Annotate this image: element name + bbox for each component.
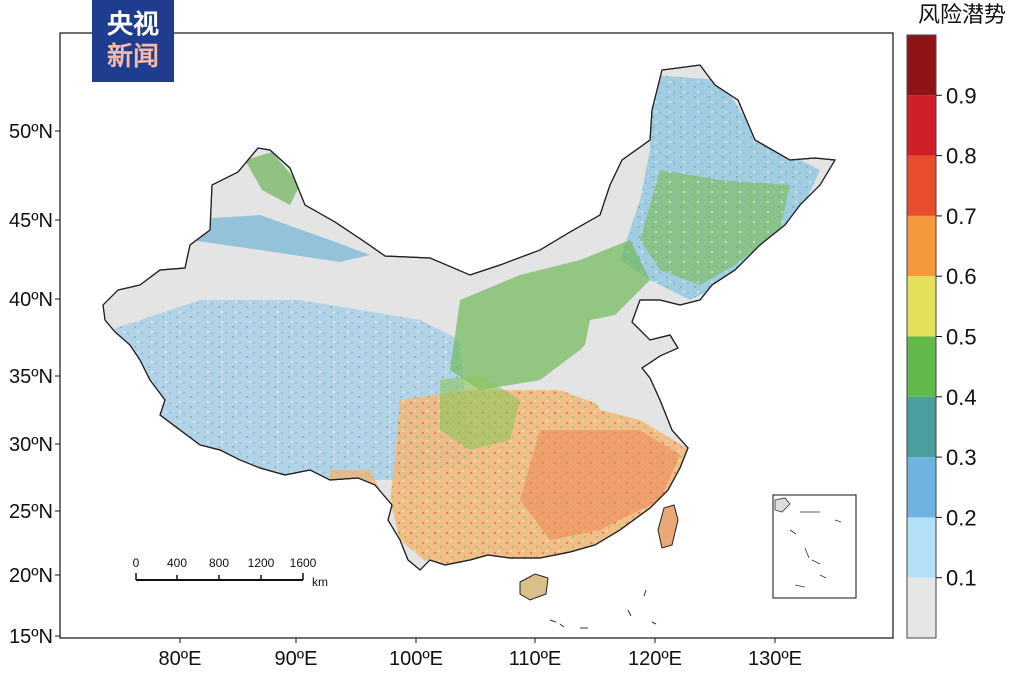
risk-zone-loess-green <box>450 240 650 390</box>
legend-swatch <box>907 95 936 156</box>
lat-label-40: 40ºN <box>9 289 53 311</box>
latitude-axis: 50ºN 45ºN 40ºN 35ºN 30ºN 25ºN 20ºN 15ºN <box>9 121 60 648</box>
legend-swatch <box>907 577 936 638</box>
cctv-news-logo: 央视 新闻 <box>92 0 174 82</box>
lat-label-25: 25ºN <box>9 501 53 523</box>
risk-zone-northeast-texture <box>620 75 820 300</box>
scale-unit: km <box>312 575 328 589</box>
scale-tick-1600: 1600 <box>290 556 317 570</box>
risk-zone-central-green <box>440 375 520 450</box>
scale-bar: 0 400 800 1200 1600 km <box>133 556 328 589</box>
lon-label-80: 80ºE <box>159 648 202 670</box>
south-sea-islands <box>549 589 657 629</box>
lon-label-90: 90ºE <box>275 648 318 670</box>
scale-tick-0: 0 <box>133 556 140 570</box>
legend-tick-label: 0.5 <box>946 325 977 350</box>
logo-line1: 央视 <box>106 10 159 40</box>
legend-swatch <box>907 457 936 518</box>
legend-colorbar <box>906 34 937 639</box>
legend-tick-label: 0.7 <box>946 204 977 229</box>
legend-tick-label: 0.4 <box>946 385 977 410</box>
scale-tick-800: 800 <box>209 556 229 570</box>
lon-label-100: 100ºE <box>389 648 443 670</box>
china-border-line <box>102 64 837 571</box>
legend-tick-label: 0.9 <box>946 83 977 108</box>
lat-label-20: 20ºN <box>9 565 53 587</box>
scale-tick-400: 400 <box>167 556 187 570</box>
legend-swatch <box>907 155 936 216</box>
legend-swatch <box>907 336 936 397</box>
lat-label-30: 30ºN <box>9 434 53 456</box>
legend-tick-label: 0.8 <box>946 144 977 169</box>
longitude-axis: 80ºE 90ºE 100ºE 110ºE 120ºE 130ºE <box>159 638 802 670</box>
lon-label-130: 130ºE <box>748 648 802 670</box>
legend-swatch <box>907 35 936 96</box>
legend-tick-label: 0.3 <box>946 445 977 470</box>
lat-label-15: 15ºN <box>9 626 53 648</box>
risk-zone-tianshan <box>180 215 370 262</box>
lon-label-120: 120ºE <box>628 648 682 670</box>
hainan-island <box>519 573 549 601</box>
taiwan-island <box>657 504 679 549</box>
legend-title: 风险潜势 <box>918 2 1006 27</box>
legend-tick-label: 0.6 <box>946 264 977 289</box>
risk-legend: 风险潜势 0.9 0.8 0.7 0.6 0.5 0.4 0.3 0.2 0.1 <box>906 2 1006 639</box>
risk-zone-north-plain <box>580 310 660 420</box>
legend-swatch <box>907 396 936 458</box>
legend-tick-labels: 0.9 0.8 0.7 0.6 0.5 0.4 0.3 0.2 0.1 <box>936 83 977 591</box>
risk-zone-west-texture <box>110 300 470 480</box>
lat-label-35: 35ºN <box>9 366 53 388</box>
legend-tick-label: 0.2 <box>946 505 977 530</box>
legend-swatch <box>907 215 936 277</box>
legend-tick-label: 0.1 <box>946 566 977 591</box>
logo-line2: 新闻 <box>106 42 159 72</box>
lat-label-45: 45ºN <box>9 210 53 232</box>
scale-tick-1200: 1200 <box>248 556 275 570</box>
south-china-sea-inset <box>772 494 857 599</box>
lon-label-110: 110ºE <box>509 648 562 670</box>
risk-zone-southeast-red <box>520 430 680 540</box>
legend-swatch <box>907 276 936 337</box>
risk-zone-altai <box>245 152 300 205</box>
lat-label-50: 50ºN <box>9 121 53 143</box>
legend-swatch <box>907 517 936 578</box>
